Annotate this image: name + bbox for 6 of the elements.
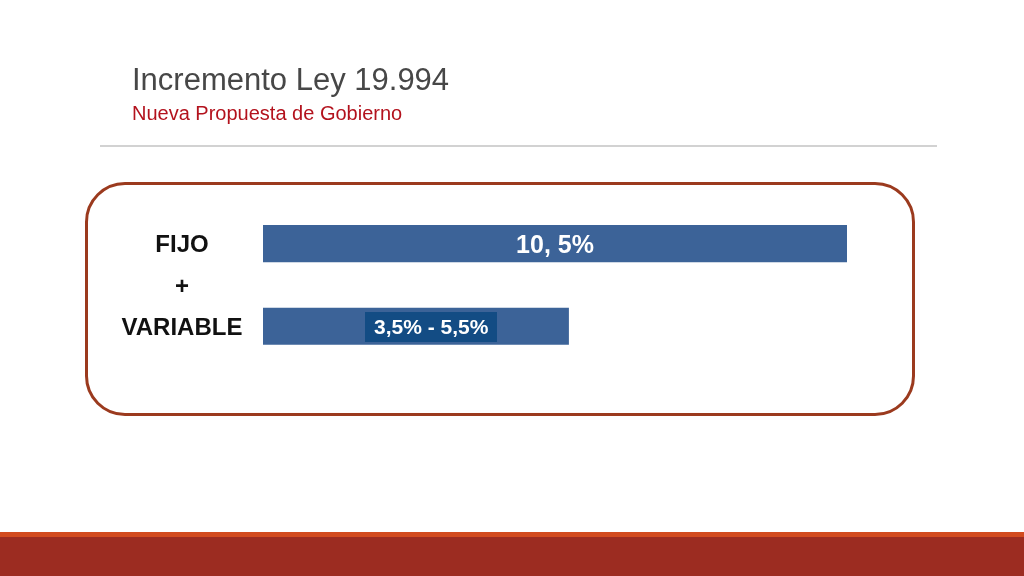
- data-label: 10, 5%: [516, 229, 594, 258]
- y-tick-label: +: [174, 271, 190, 299]
- y-tick-label: VARIABLE: [121, 312, 243, 340]
- chart-title: Incremento Ley 19.994: [132, 62, 450, 98]
- y-tick-label: FIJO: [155, 230, 209, 258]
- chart-subtitle: Nueva Propuesta de Gobierno: [132, 101, 403, 125]
